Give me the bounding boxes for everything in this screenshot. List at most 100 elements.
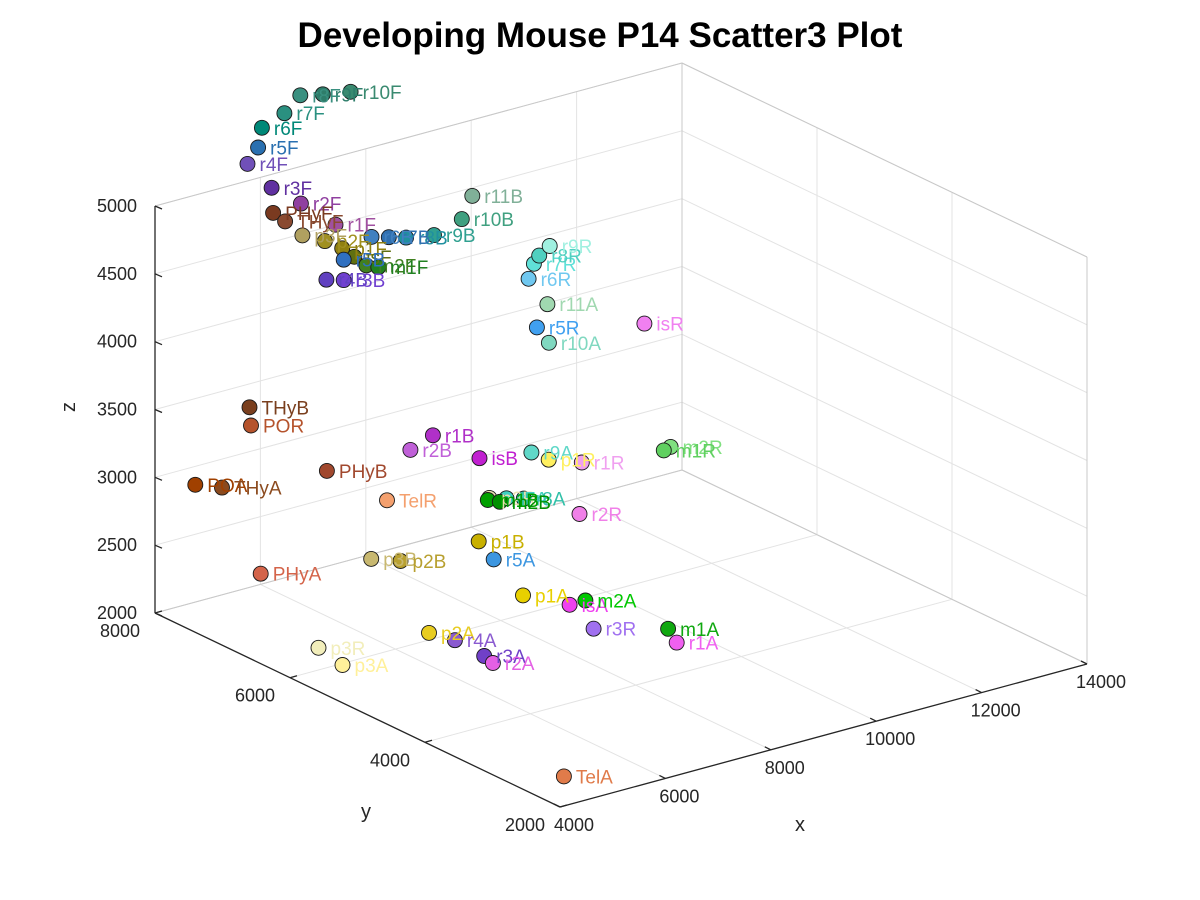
point-label-r6F: r6F — [274, 119, 303, 140]
data-point-TelA — [555, 768, 572, 785]
point-label-p1R: p1R — [561, 451, 596, 472]
point-label-r1F: r1F — [348, 216, 377, 237]
point-label-m2F: m2F — [378, 256, 416, 277]
point-label-r3R: r3R — [606, 620, 637, 641]
x-tick-mark — [869, 717, 877, 722]
point-label-r1A: r1A — [689, 634, 719, 655]
point-label-r1B: r1B — [445, 426, 475, 447]
data-point-r6R — [520, 270, 537, 287]
point-label-r2F: r2F — [313, 195, 342, 216]
point-label-PHyF: PHyF — [285, 204, 333, 225]
point-label-r9R: r9R — [562, 237, 593, 258]
data-point-r2F — [292, 195, 309, 212]
data-point-r9A — [523, 444, 540, 461]
point-label-r5A: r5A — [506, 550, 536, 571]
data-point-r3B — [335, 272, 352, 289]
point-label-m1R: m1R — [676, 441, 716, 462]
x-tick-label: 14000 — [1076, 672, 1126, 692]
grid-line-z-side — [681, 198, 1088, 394]
point-label-p2F: p2F — [337, 232, 370, 253]
point-label-r7A: r7A — [519, 489, 549, 510]
point-label-TelR: TelR — [399, 491, 437, 512]
data-point-p3R — [310, 639, 327, 656]
data-point-r8F — [292, 87, 309, 104]
data-point-PHyA — [252, 565, 269, 582]
z-tick-label: 3500 — [97, 400, 137, 420]
grid-line-y-floor — [289, 534, 818, 679]
point-label-r8A: r8A — [536, 490, 566, 511]
data-point-r3R — [585, 620, 602, 637]
data-point-p1R — [540, 451, 557, 468]
point-label-r5R: r5R — [549, 318, 580, 339]
point-label-r4B: r4B — [338, 271, 368, 292]
point-label-r9B: r9B — [446, 226, 476, 247]
x-axis-line — [559, 663, 1088, 808]
point-label-r3A: r3A — [496, 647, 526, 668]
point-label-m2A: m2A — [597, 592, 636, 613]
z-tick-label: 3000 — [97, 467, 137, 487]
point-label-p1B: p1B — [491, 532, 525, 553]
point-label-p2A: p2A — [441, 624, 475, 645]
point-label-p3B: p3B — [383, 550, 417, 571]
point-label-r7B: r7B — [401, 228, 431, 249]
point-label-r7F: r7F — [296, 104, 325, 125]
x-tick-label: 6000 — [659, 786, 699, 806]
z-tick-mark — [154, 544, 163, 549]
z-tick-mark — [154, 273, 163, 278]
point-label-r11B: r11B — [484, 187, 523, 208]
data-point-r10B — [453, 211, 470, 228]
data-point-p3A — [334, 657, 351, 673]
y-tick-label: 8000 — [100, 621, 140, 641]
data-point-m2A — [577, 592, 594, 609]
x-tick-label: 8000 — [765, 758, 805, 778]
chart-title: Developing Mouse P14 Scatter3 Plot — [297, 16, 903, 55]
data-point-r9F — [314, 86, 331, 103]
point-label-THyA: THyA — [234, 479, 282, 500]
data-point-isR — [636, 315, 653, 332]
grid-line-x-floor — [576, 498, 982, 694]
data-point-r1R — [573, 454, 590, 471]
point-label-THyF: THyF — [297, 212, 343, 233]
tick-labels: 4000 6000 8000 10000 12000 14000 2000 4000 6000 8… — [97, 196, 1126, 835]
data-point-PHyF — [265, 204, 282, 221]
data-point-r9B — [426, 227, 442, 244]
point-label-r3F: r3F — [284, 179, 313, 200]
point-label-p1F: p1F — [354, 239, 387, 260]
point-label-THyB: THyB — [262, 398, 310, 419]
grid-line-z-side — [681, 130, 1088, 326]
data-point-p2F — [316, 233, 333, 250]
axes — [154, 205, 1088, 808]
data-point-p1B — [470, 533, 487, 550]
point-label-r9A: r9A — [543, 444, 573, 465]
point-label-r6B: r6B — [384, 228, 414, 249]
y-axis-line — [154, 612, 561, 808]
data-point-r7B — [380, 229, 397, 246]
data-point-r1F — [327, 216, 344, 233]
grid-line-z-back — [154, 401, 683, 546]
grid-line-z-back — [154, 198, 683, 343]
data-point-POR — [243, 417, 259, 434]
x-tick-label: 10000 — [865, 729, 915, 749]
point-label-r2B: r2B — [422, 441, 452, 462]
point-label-r10B: r10B — [474, 210, 514, 231]
grid-line-x-floor — [365, 555, 772, 751]
point-label-r10A: r10A — [561, 334, 601, 355]
point-label-r10F: r10F — [363, 83, 402, 104]
point-label-POA: POA — [207, 476, 247, 497]
y-tick-mark — [559, 804, 568, 808]
y-tick-label: 2000 — [505, 815, 545, 835]
z-tick-label: 4000 — [97, 332, 137, 352]
data-point-r6F — [253, 119, 270, 136]
data-point-TelR — [379, 492, 395, 509]
box-edge — [681, 62, 1088, 258]
point-label-p3R: p3R — [331, 639, 366, 660]
y-axis-label: y — [361, 801, 371, 823]
data-point-r5B — [335, 251, 352, 268]
data-point-r2R — [571, 506, 588, 522]
data-points — [187, 83, 685, 785]
data-point-POA — [187, 476, 204, 493]
point-label-isA: isA — [582, 596, 609, 617]
data-point-r8A — [515, 490, 532, 507]
data-point-r1B — [424, 427, 441, 444]
data-point-r4A — [446, 632, 463, 649]
